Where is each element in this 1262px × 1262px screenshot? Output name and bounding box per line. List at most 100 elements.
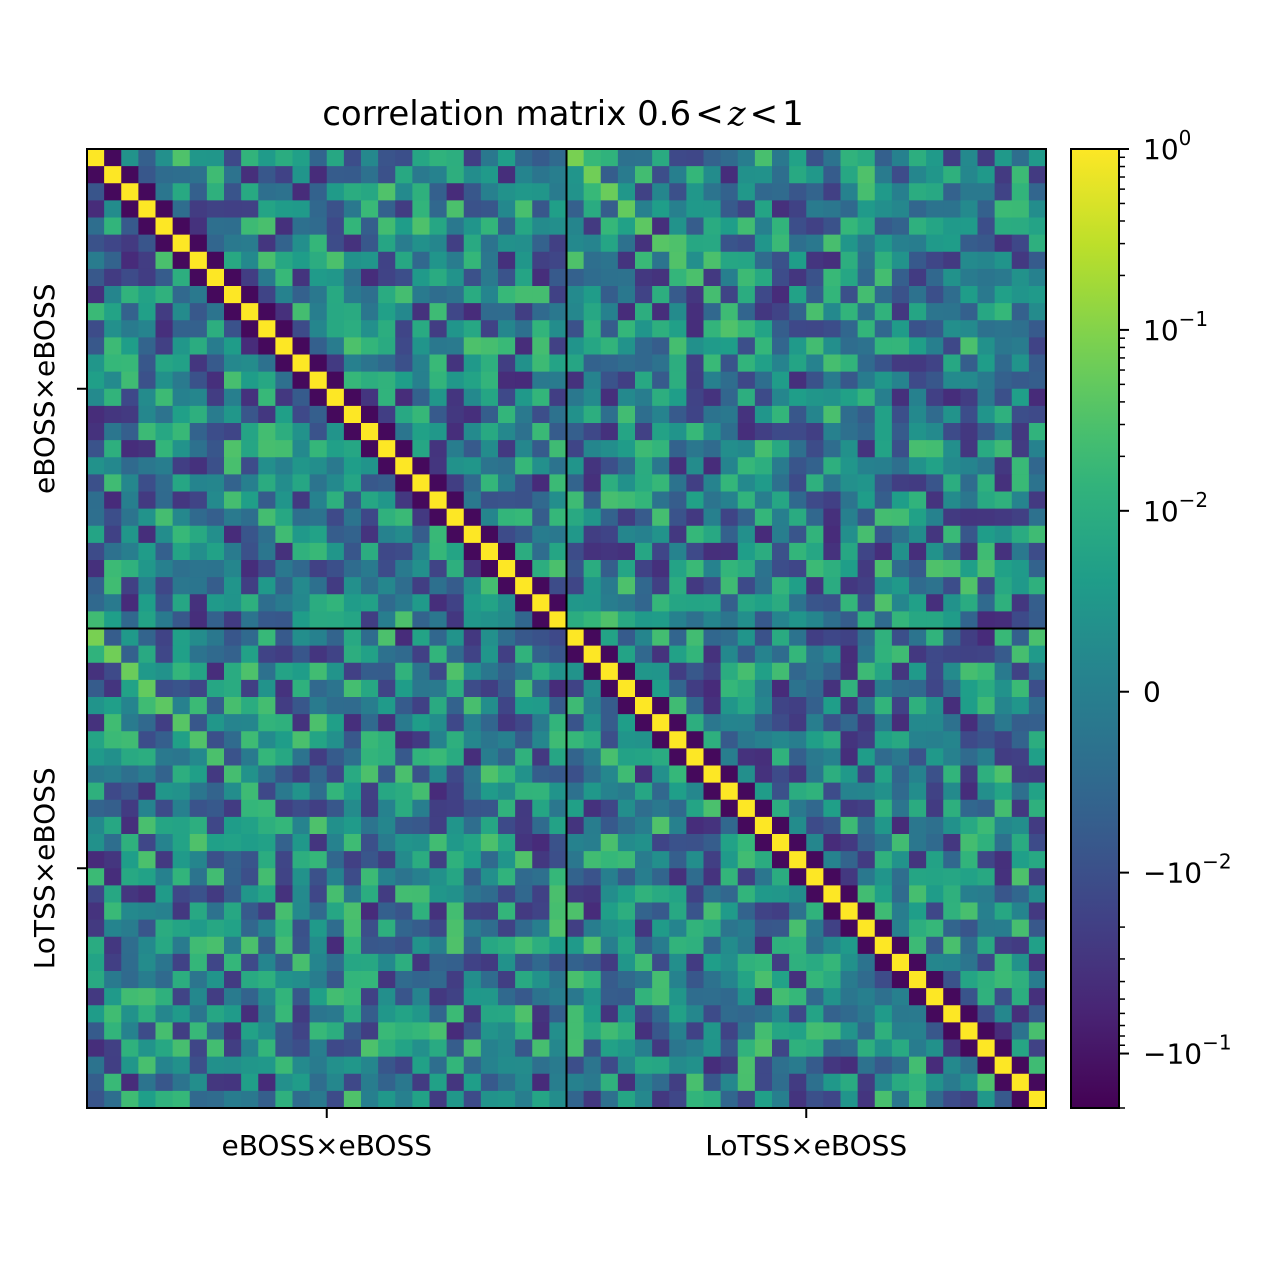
heatmap-cell (891, 851, 910, 869)
heatmap-cell (960, 217, 979, 236)
heatmap-cell (241, 662, 259, 681)
heatmap-cell (635, 902, 653, 921)
heatmap-cell (275, 303, 294, 321)
heatmap-cell (275, 1005, 294, 1023)
heatmap-cell (258, 337, 276, 356)
title-variable: z (727, 94, 747, 134)
heatmap-cell (275, 697, 294, 715)
heatmap-cell (292, 714, 311, 732)
heatmap-cell (874, 217, 893, 236)
heatmap-cell (806, 371, 824, 390)
heatmap-cell (754, 371, 773, 390)
heatmap-cell (754, 1022, 773, 1041)
heatmap-cell (275, 577, 294, 595)
heatmap-cell (480, 354, 499, 373)
heatmap-cell (1028, 834, 1047, 852)
heatmap-cell (224, 868, 242, 886)
heatmap-cell (617, 354, 636, 373)
heatmap-cell (515, 697, 533, 715)
heatmap-cell (206, 971, 225, 989)
heatmap-cell (909, 1039, 927, 1058)
heatmap-cell (189, 149, 208, 167)
heatmap-cell (566, 816, 585, 835)
heatmap-cell (617, 679, 636, 698)
heatmap-cell (480, 1022, 499, 1041)
heatmap-cell (241, 491, 259, 510)
heatmap-cell (994, 440, 1013, 458)
heatmap-cell (566, 765, 585, 784)
heatmap-cell (549, 714, 568, 732)
heatmap-cell (172, 594, 191, 612)
heatmap-cell (943, 868, 961, 886)
heatmap-cell (926, 731, 944, 749)
heatmap-cell (532, 731, 550, 749)
heatmap-cell (600, 662, 619, 681)
heatmap-cell (292, 971, 311, 989)
heatmap-cell (104, 251, 122, 270)
heatmap-cell (309, 183, 328, 201)
heatmap-cell (720, 251, 739, 270)
heatmap-cell (652, 508, 670, 527)
heatmap-cell (772, 816, 790, 835)
heatmap-cell (635, 1073, 653, 1092)
heatmap-cell (549, 405, 568, 424)
heatmap-cell (172, 919, 191, 938)
heatmap-cell (909, 286, 927, 304)
heatmap-cell (309, 457, 328, 475)
heatmap-cell (686, 457, 705, 475)
heatmap-cell (172, 697, 191, 715)
heatmap-cell (515, 799, 533, 818)
heatmap-cell (874, 919, 893, 938)
heatmap-cell (977, 183, 996, 201)
heatmap-cell (121, 371, 139, 390)
heatmap-cell (891, 440, 910, 458)
heatmap-cell (395, 234, 413, 253)
heatmap-cell (754, 1073, 773, 1092)
heatmap-cell (600, 286, 619, 304)
heatmap-cell (754, 286, 773, 304)
heatmap-cell (600, 1090, 619, 1109)
heatmap-cell (857, 697, 876, 715)
heatmap-cell (583, 697, 602, 715)
heatmap-cell (412, 662, 431, 681)
heatmap-cell (87, 508, 105, 527)
heatmap-cell (686, 200, 705, 219)
heatmap-cell (395, 200, 413, 219)
heatmap-cell (583, 645, 602, 664)
heatmap-cell (926, 594, 944, 612)
heatmap-cell (874, 560, 893, 578)
heatmap-cell (617, 628, 636, 647)
heatmap-cell (960, 371, 979, 390)
heatmap-cell (275, 936, 294, 955)
heatmap-cell (343, 628, 362, 647)
heatmap-cell (549, 303, 568, 321)
heatmap-cell (155, 560, 174, 578)
heatmap-cell (206, 577, 225, 595)
heatmap-cell (549, 594, 568, 612)
heatmap-cell (104, 765, 122, 784)
heatmap-cell (549, 200, 568, 219)
heatmap-cell (1028, 268, 1047, 287)
heatmap-cell (326, 731, 345, 749)
heatmap-cell (292, 354, 311, 373)
heatmap-cell (275, 440, 294, 458)
heatmap-cell (189, 268, 208, 287)
heatmap-cell (326, 645, 345, 664)
heatmap-cell (326, 508, 345, 527)
heatmap-cell (772, 919, 790, 938)
heatmap-cell (909, 560, 927, 578)
heatmap-cell (669, 679, 687, 698)
heatmap-cell (155, 303, 174, 321)
heatmap-cell (909, 1022, 927, 1041)
heatmap-cell (172, 508, 191, 527)
heatmap-cell (737, 902, 756, 921)
heatmap-cell (463, 936, 482, 955)
heatmap-cell (823, 628, 842, 647)
heatmap-cell (977, 851, 996, 869)
heatmap-cell (874, 354, 893, 373)
heatmap-cell (498, 354, 516, 373)
heatmap-cell (258, 1005, 276, 1023)
heatmap-cell (754, 782, 773, 801)
heatmap-cell (772, 542, 790, 561)
heatmap-cell (412, 251, 431, 270)
